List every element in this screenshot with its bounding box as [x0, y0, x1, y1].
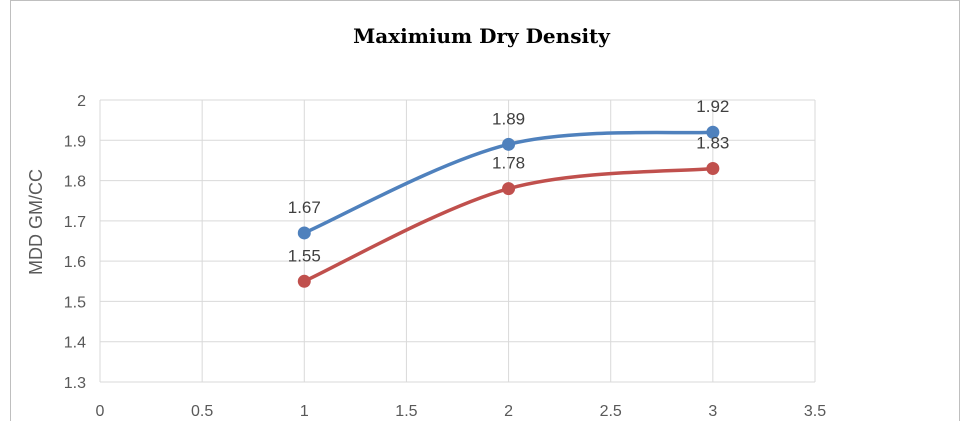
data-point [502, 182, 516, 196]
y-tick-label: 1.9 [64, 133, 86, 150]
y-tick-label: 1.7 [64, 214, 86, 231]
x-tick-label: 2.5 [600, 403, 622, 420]
data-label: 1.92 [696, 97, 729, 116]
y-tick-label: 1.6 [64, 254, 86, 271]
x-tick-label: 3 [708, 403, 717, 420]
grid-lines [99, 99, 816, 383]
data-point [297, 274, 311, 288]
data-labels: 1.67 1.89 1.92 1.55 1.78 1.83 [288, 97, 730, 265]
y-tick-label: 1.8 [64, 174, 86, 191]
series-group [297, 125, 720, 288]
data-label: 1.78 [492, 154, 525, 173]
x-tick-label: 0 [96, 403, 105, 420]
data-point [706, 161, 720, 175]
y-tick-label: 1.3 [64, 375, 86, 392]
chart-title: Maximium Dry Density [353, 24, 610, 48]
data-label: 1.67 [288, 198, 321, 217]
x-tick-label: 1 [300, 403, 309, 420]
x-tick-label: 2 [504, 403, 513, 420]
axes: 1.31.41.51.61.71.81.920 0.5 1 1.5 2 2.5 3 3.5 [64, 93, 826, 420]
data-label: 1.83 [696, 133, 729, 152]
chart-frame [10, 0, 960, 421]
y-tick-label: 2 [77, 93, 86, 110]
x-tick-label: 3.5 [804, 403, 826, 420]
x-tick-label: 0.5 [191, 403, 213, 420]
x-tick-label: 1.5 [395, 403, 417, 420]
data-label: 1.55 [288, 246, 321, 265]
data-label: 1.89 [492, 109, 525, 128]
y-tick-label: 1.5 [64, 294, 86, 311]
data-point [502, 137, 516, 151]
y-axis-label: MDD GM/CC [26, 169, 46, 275]
y-tick-label: 1.4 [64, 335, 86, 352]
data-point [706, 125, 720, 139]
data-point [297, 226, 311, 240]
